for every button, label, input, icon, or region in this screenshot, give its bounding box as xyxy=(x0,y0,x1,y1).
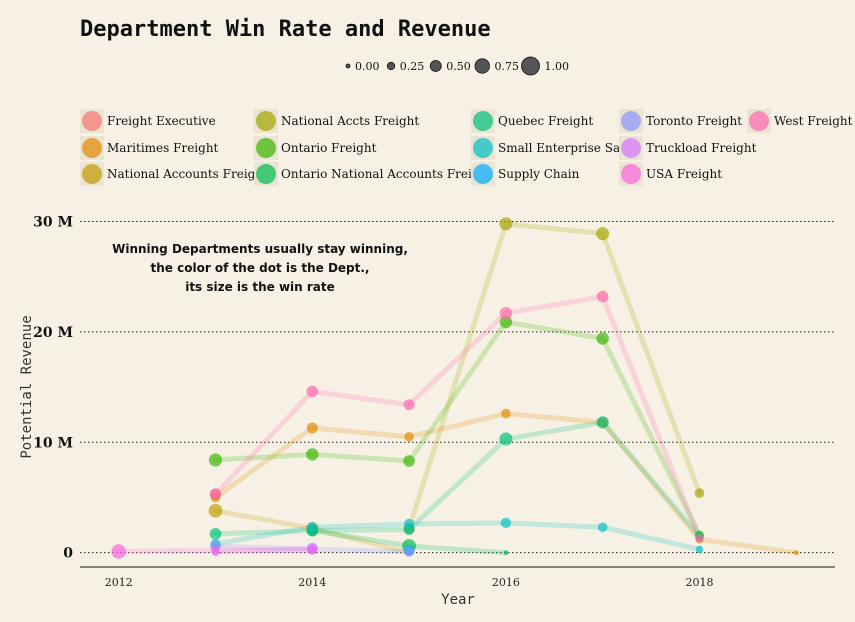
annotation: Winning Departments usually stay winning… xyxy=(112,242,408,294)
point-ontario-freight xyxy=(499,315,513,329)
series-line-truckload-freight xyxy=(213,545,315,555)
size-legend-symbol xyxy=(386,61,396,71)
point-west-freight xyxy=(210,488,222,500)
legend-key-ontario-freight xyxy=(256,138,276,158)
point-ontario-freight xyxy=(306,448,319,461)
point-ontario-freight xyxy=(403,455,415,467)
point-ontario-national-accounts-freight xyxy=(503,550,509,556)
point-national-accounts-freight xyxy=(208,503,223,518)
y-axis-title: Potential Revenue xyxy=(19,315,35,458)
point-national-accts-freight xyxy=(499,217,513,231)
legend-key-quebec-freight xyxy=(473,111,493,131)
annotation-line: the color of the dot is the Dept., xyxy=(151,261,370,275)
point-ontario-freight xyxy=(208,453,223,467)
legend-key-freight-executive xyxy=(82,111,102,131)
legend-label: USA Freight xyxy=(646,167,722,181)
size-legend: 0.00 0.25 0.50 0.75 1.00 xyxy=(345,56,570,76)
point-maritimes-freight xyxy=(404,431,414,442)
series-lines xyxy=(116,221,799,556)
legend-key-supply-chain xyxy=(473,164,493,184)
point-small-enterprise-sales xyxy=(500,517,512,529)
legend-key-usa-freight xyxy=(621,164,641,184)
legend-label: Truckload Freight xyxy=(646,141,757,155)
series-line-west-freight xyxy=(213,294,702,541)
size-legend-symbol xyxy=(474,58,490,74)
point-west-freight xyxy=(596,290,609,303)
point-maritimes-freight xyxy=(501,408,511,419)
legend-label: Ontario National Accounts Freight xyxy=(281,167,492,181)
point-west-freight xyxy=(499,306,513,320)
y-tick-label: 0 xyxy=(63,546,73,562)
legend-key-small-enterprise-sales xyxy=(473,138,493,158)
y-tick-label: 20 M xyxy=(33,325,73,341)
point-small-enterprise-sales xyxy=(597,522,608,533)
point-small-enterprise-sales xyxy=(307,522,318,533)
legend-key-maritimes-freight xyxy=(82,138,102,158)
point-ontario-freight xyxy=(596,332,609,345)
size-legend-label: 0.50 xyxy=(446,60,471,73)
series-line-ontario-freight xyxy=(213,319,702,538)
point-usa-freight xyxy=(308,546,317,555)
annotation-line: its size is the win rate xyxy=(185,280,335,294)
legend-key-west-freight xyxy=(749,111,769,131)
series-line-quebec-freight xyxy=(213,419,702,539)
point-west-freight xyxy=(306,385,319,398)
legend-label: West Freight xyxy=(774,114,853,128)
point-national-accts-freight xyxy=(694,488,705,498)
point-usa-freight xyxy=(211,546,220,555)
annotation-line: Winning Departments usually stay winning… xyxy=(112,242,408,256)
series-points xyxy=(111,217,799,559)
size-legend-symbol xyxy=(521,56,540,76)
point-usa-freight xyxy=(111,544,126,559)
series-line-national-accts-freight xyxy=(406,221,702,531)
point-toronto-freight xyxy=(403,546,415,557)
grid xyxy=(80,221,835,554)
legend-key-truckload-freight xyxy=(621,138,641,158)
legend-label: Freight Executive xyxy=(107,114,216,128)
size-legend-symbol xyxy=(429,60,442,72)
legend-label: Small Enterprise Sales xyxy=(498,141,637,155)
legend-key-toronto-freight xyxy=(621,111,641,131)
legend-label: Quebec Freight xyxy=(498,114,593,128)
legend-label: National Accts Freight xyxy=(281,114,419,128)
series-line-small-enterprise-sales xyxy=(213,520,702,552)
point-maritimes-freight xyxy=(793,550,799,556)
point-west-freight xyxy=(695,534,704,543)
point-small-enterprise-sales xyxy=(695,545,704,554)
legend-label: Supply Chain xyxy=(498,167,580,181)
x-tick-label: 2018 xyxy=(685,576,713,589)
legend-label: National Accounts Freight xyxy=(107,167,268,181)
size-legend-label: 1.00 xyxy=(545,60,570,73)
y-tick-label: 10 M xyxy=(33,435,73,451)
axes: 2012 2014 2016 2018 0 10 M 20 M 30 M xyxy=(33,215,835,589)
point-small-enterprise-sales xyxy=(403,518,415,530)
x-tick-label: 2014 xyxy=(298,576,326,589)
size-legend-label: 0.75 xyxy=(495,60,520,73)
legend-label: Toronto Freight xyxy=(646,114,742,128)
x-axis-title: Year xyxy=(441,592,475,608)
size-legend-label: 0.25 xyxy=(400,60,425,73)
y-tick-label: 30 M xyxy=(33,215,73,231)
legend-key-ontario-national-accounts-freight xyxy=(256,164,276,184)
point-national-accts-freight xyxy=(596,227,610,241)
size-legend-symbol xyxy=(345,63,351,69)
legend-key-national-accounts-freight xyxy=(82,164,102,184)
legend-label: Maritimes Freight xyxy=(107,141,219,155)
point-west-freight xyxy=(403,399,415,411)
point-quebec-freight xyxy=(209,528,222,540)
legend-key-national-accts-freight xyxy=(256,111,276,131)
x-tick-label: 2016 xyxy=(492,576,520,589)
color-legend: Freight Executive Maritimes Freight Nation… xyxy=(80,109,853,186)
legend-label: Ontario Freight xyxy=(281,141,377,155)
size-legend-label: 0.00 xyxy=(355,60,380,73)
point-quebec-freight xyxy=(596,416,609,429)
point-quebec-freight xyxy=(499,432,513,446)
chart-title: Department Win Rate and Revenue xyxy=(80,17,491,42)
point-maritimes-freight xyxy=(306,422,318,434)
x-tick-label: 2012 xyxy=(105,576,133,589)
